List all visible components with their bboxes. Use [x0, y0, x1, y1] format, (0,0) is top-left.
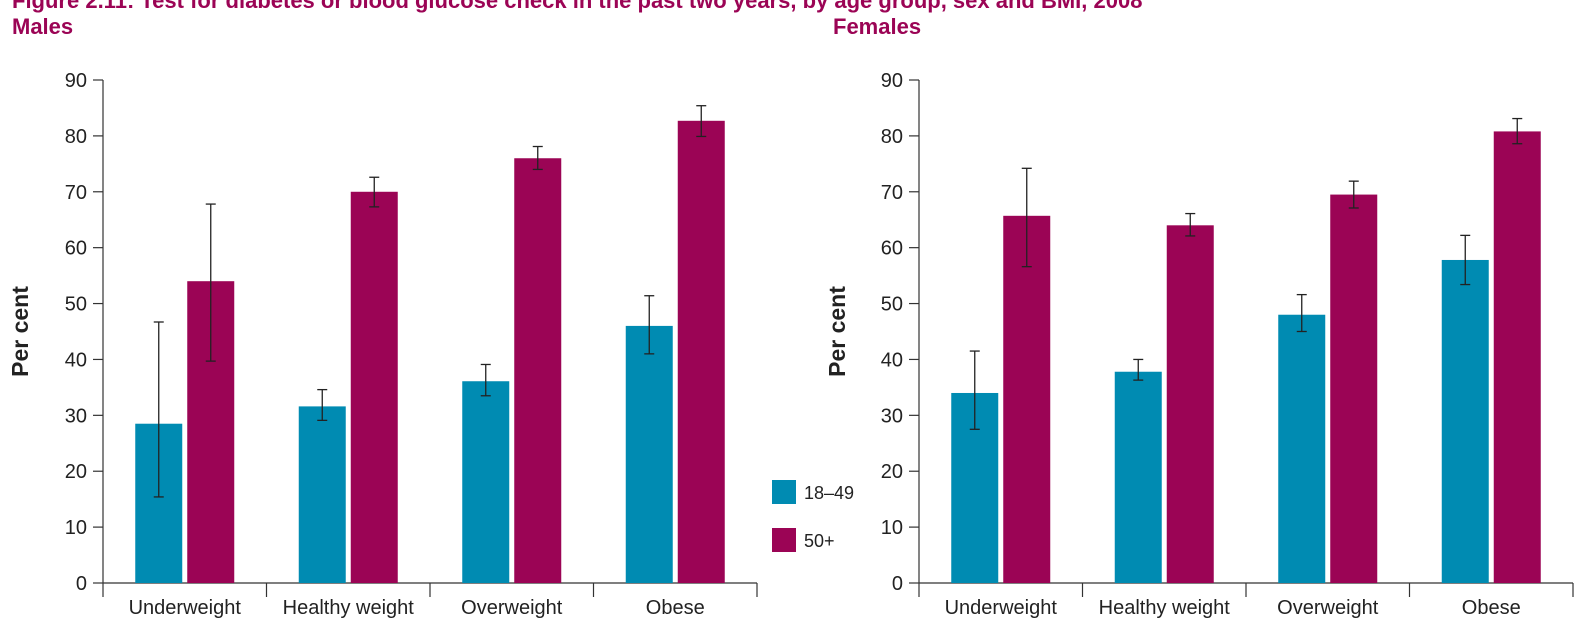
bar-50-plus-overweight — [514, 158, 562, 583]
males-panel-title: Males — [12, 14, 74, 39]
y-tick-label: 40 — [65, 349, 87, 371]
y-tick-label: 20 — [881, 461, 903, 483]
x-category-label: Healthy weight — [1099, 597, 1231, 619]
y-tick-label: 70 — [65, 182, 87, 204]
bar-18-49-obese — [1441, 259, 1489, 583]
females-chart: 0 10 20 30 40 50 60 70 80 90 Per cent Underweight He… — [824, 70, 1574, 619]
y-axis-title: Per cent — [824, 286, 850, 377]
x-category-label: Underweight — [945, 597, 1058, 619]
legend: 18–49 50+ — [772, 480, 854, 552]
legend-swatch-50-plus — [772, 528, 796, 552]
legend-swatch-18-49 — [772, 480, 796, 504]
bar-50-plus-obese — [677, 120, 725, 583]
y-tick-label: 70 — [881, 182, 903, 204]
y-tick-label: 30 — [881, 405, 903, 427]
bar-18-49-healthy-weight — [298, 406, 346, 583]
legend-label-50-plus: 50+ — [804, 531, 835, 551]
y-tick-label: 50 — [881, 294, 903, 316]
females-panel-title: Females — [833, 14, 922, 39]
x-category-label: Obese — [646, 597, 705, 619]
bar-18-49-healthy-weight — [1114, 371, 1162, 583]
bar-18-49-overweight — [1278, 314, 1326, 583]
y-tick-label: 0 — [76, 573, 87, 595]
y-tick-label: 60 — [881, 238, 903, 260]
y-tick-label: 80 — [881, 126, 903, 148]
y-tick-label: 10 — [881, 517, 903, 539]
y-tick-label: 90 — [881, 70, 903, 92]
y-tick-label: 80 — [65, 126, 87, 148]
x-category-label: Obese — [1462, 597, 1521, 619]
x-category-label: Underweight — [129, 597, 242, 619]
y-tick-label: 90 — [65, 70, 87, 92]
bar-50-plus-overweight — [1330, 194, 1378, 584]
y-tick-label: 30 — [65, 405, 87, 427]
y-tick-label: 10 — [65, 517, 87, 539]
bar-18-49-obese — [625, 325, 673, 583]
bar-50-plus-healthy-weight — [350, 191, 398, 583]
y-tick-label: 40 — [881, 349, 903, 371]
y-tick-label: 0 — [892, 573, 903, 595]
figure-title: Figure 2.11: Test for diabetes or blood … — [12, 0, 1143, 13]
bar-50-plus-obese — [1493, 131, 1541, 583]
males-chart: 0 10 20 30 40 50 60 70 80 90 Per cent Underweight He… — [7, 70, 758, 619]
bar-50-plus-underweight — [1003, 215, 1051, 583]
legend-label-18-49: 18–49 — [804, 483, 854, 503]
y-tick-label: 60 — [65, 238, 87, 260]
y-tick-label: 20 — [65, 461, 87, 483]
bar-18-49-overweight — [462, 381, 510, 583]
x-category-label: Healthy weight — [283, 597, 415, 619]
x-category-label: Overweight — [1277, 597, 1379, 619]
y-tick-label: 50 — [65, 294, 87, 316]
x-category-label: Overweight — [461, 597, 563, 619]
y-axis-title: Per cent — [7, 286, 33, 377]
bar-50-plus-healthy-weight — [1166, 225, 1214, 584]
